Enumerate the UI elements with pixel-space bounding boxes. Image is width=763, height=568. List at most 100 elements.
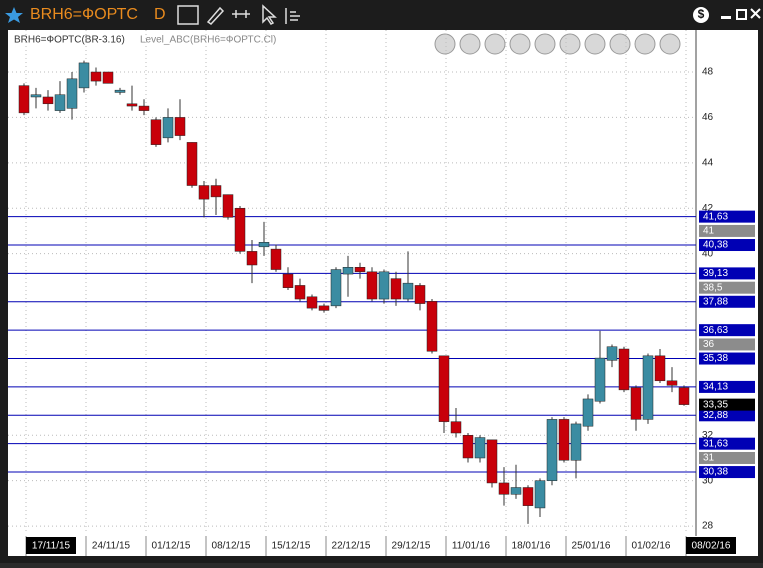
- candle-body: [474, 437, 486, 459]
- candle-body: [486, 439, 498, 484]
- bars-button[interactable]: [232, 10, 250, 18]
- level-box: [699, 239, 755, 252]
- x-tick-label: 01/12/15: [152, 541, 191, 552]
- nav-button[interactable]: [559, 33, 581, 55]
- candle-body: [450, 421, 462, 434]
- level-box: [699, 324, 755, 337]
- candle-body: [30, 94, 42, 98]
- mid-level-label: 38,5: [703, 282, 723, 293]
- nav-button[interactable]: [634, 33, 656, 55]
- candle-body: [438, 355, 450, 422]
- candle-body: [258, 242, 270, 248]
- nav-button[interactable]: [659, 33, 681, 55]
- star-icon[interactable]: [5, 7, 23, 23]
- candle-body: [42, 96, 54, 105]
- x-tick-label: 17/11/15: [32, 541, 71, 552]
- candle-body: [510, 487, 522, 495]
- candle-body: [174, 117, 186, 136]
- nav-button[interactable]: [484, 33, 506, 55]
- level-box: [699, 295, 755, 308]
- level-box: [699, 352, 755, 365]
- nav-button[interactable]: [459, 33, 481, 55]
- candle-body: [642, 355, 654, 420]
- candle-body: [294, 285, 306, 300]
- x-tick-label: 01/02/16: [632, 541, 671, 552]
- candle-body: [606, 346, 618, 361]
- minimize-button[interactable]: [721, 16, 731, 19]
- candle-body: [78, 62, 90, 89]
- mid-level-box: [699, 224, 755, 237]
- candle-body: [366, 271, 378, 300]
- x-tick-label: 29/12/15: [392, 541, 431, 552]
- last-price-label: 33,35: [703, 399, 728, 410]
- candle-body: [582, 398, 594, 427]
- period[interactable]: D: [154, 6, 166, 23]
- navigation: [434, 33, 681, 55]
- candle-body: [630, 387, 642, 420]
- candle-body: [594, 357, 606, 402]
- candle-body: [546, 419, 558, 481]
- y-tick-label: 30: [702, 475, 714, 486]
- dollar-sign: $: [698, 7, 705, 21]
- symbol[interactable]: BRH6=ФОРТС: [30, 6, 138, 23]
- candle-body: [222, 194, 234, 218]
- level-box: [699, 210, 755, 223]
- close-button[interactable]: [750, 8, 761, 19]
- candle-body: [426, 301, 438, 352]
- level-label: 36,63: [703, 325, 728, 336]
- dollar-button[interactable]: [693, 7, 709, 23]
- candle-body: [402, 282, 414, 300]
- candle-body: [414, 285, 426, 304]
- indicator-name: Level_ABC(BRH6=ФОРТС.Cl): [140, 35, 276, 46]
- candle-body: [210, 185, 222, 198]
- level-label: 35,38: [703, 353, 728, 364]
- candle-body: [114, 89, 126, 93]
- level-label: 31,63: [703, 438, 728, 449]
- mid-level-box: [699, 338, 755, 351]
- candle-body: [498, 482, 510, 495]
- candle-body: [462, 435, 474, 459]
- candle-body: [18, 85, 30, 114]
- candle-body: [90, 71, 102, 82]
- candle-body: [270, 248, 282, 270]
- nav-button[interactable]: [584, 33, 606, 55]
- x-tick-label: 25/01/16: [572, 541, 611, 552]
- toolbar: [177, 4, 300, 25]
- candle-body: [654, 355, 666, 382]
- candle-body: [534, 480, 546, 509]
- candle-body: [342, 267, 354, 275]
- candle-body: [126, 103, 138, 107]
- mid-level-label: 36: [703, 339, 715, 350]
- candle-body: [150, 119, 162, 145]
- candle-body: [162, 117, 174, 139]
- x-tick-label: 08/12/15: [212, 541, 251, 552]
- x-tick-label: 15/12/15: [272, 541, 311, 552]
- candle-body: [66, 78, 78, 109]
- chart-title: BRH6=ФОРТС(BR-3.16): [14, 35, 125, 46]
- candle-body: [666, 380, 678, 386]
- draw-button[interactable]: [206, 6, 225, 25]
- x-tick-label: 08/02/16: [692, 541, 731, 552]
- date-highlight: [686, 537, 736, 554]
- candles-button[interactable]: [177, 5, 199, 25]
- y-tick-label: 32: [702, 430, 714, 441]
- candle-body: [186, 142, 198, 186]
- candle-body: [390, 278, 402, 300]
- cursor-button[interactable]: [262, 4, 277, 25]
- mid-level-box: [699, 451, 755, 464]
- nav-button[interactable]: [434, 33, 456, 55]
- maximize-button[interactable]: [736, 9, 747, 20]
- candle-body: [246, 251, 258, 266]
- y-tick-label: 48: [702, 67, 714, 78]
- levels-button[interactable]: [285, 8, 300, 24]
- y-tick-label: 28: [702, 521, 714, 532]
- y-tick-label: 40: [702, 248, 714, 259]
- mid-level-box: [699, 281, 755, 294]
- nav-button[interactable]: [534, 33, 556, 55]
- candle-body: [618, 348, 630, 391]
- nav-button[interactable]: [509, 33, 531, 55]
- mid-level-label: 31: [703, 453, 715, 464]
- y-tick-label: 46: [702, 112, 714, 123]
- x-tick-label: 24/11/15: [92, 541, 131, 552]
- nav-button[interactable]: [609, 33, 631, 55]
